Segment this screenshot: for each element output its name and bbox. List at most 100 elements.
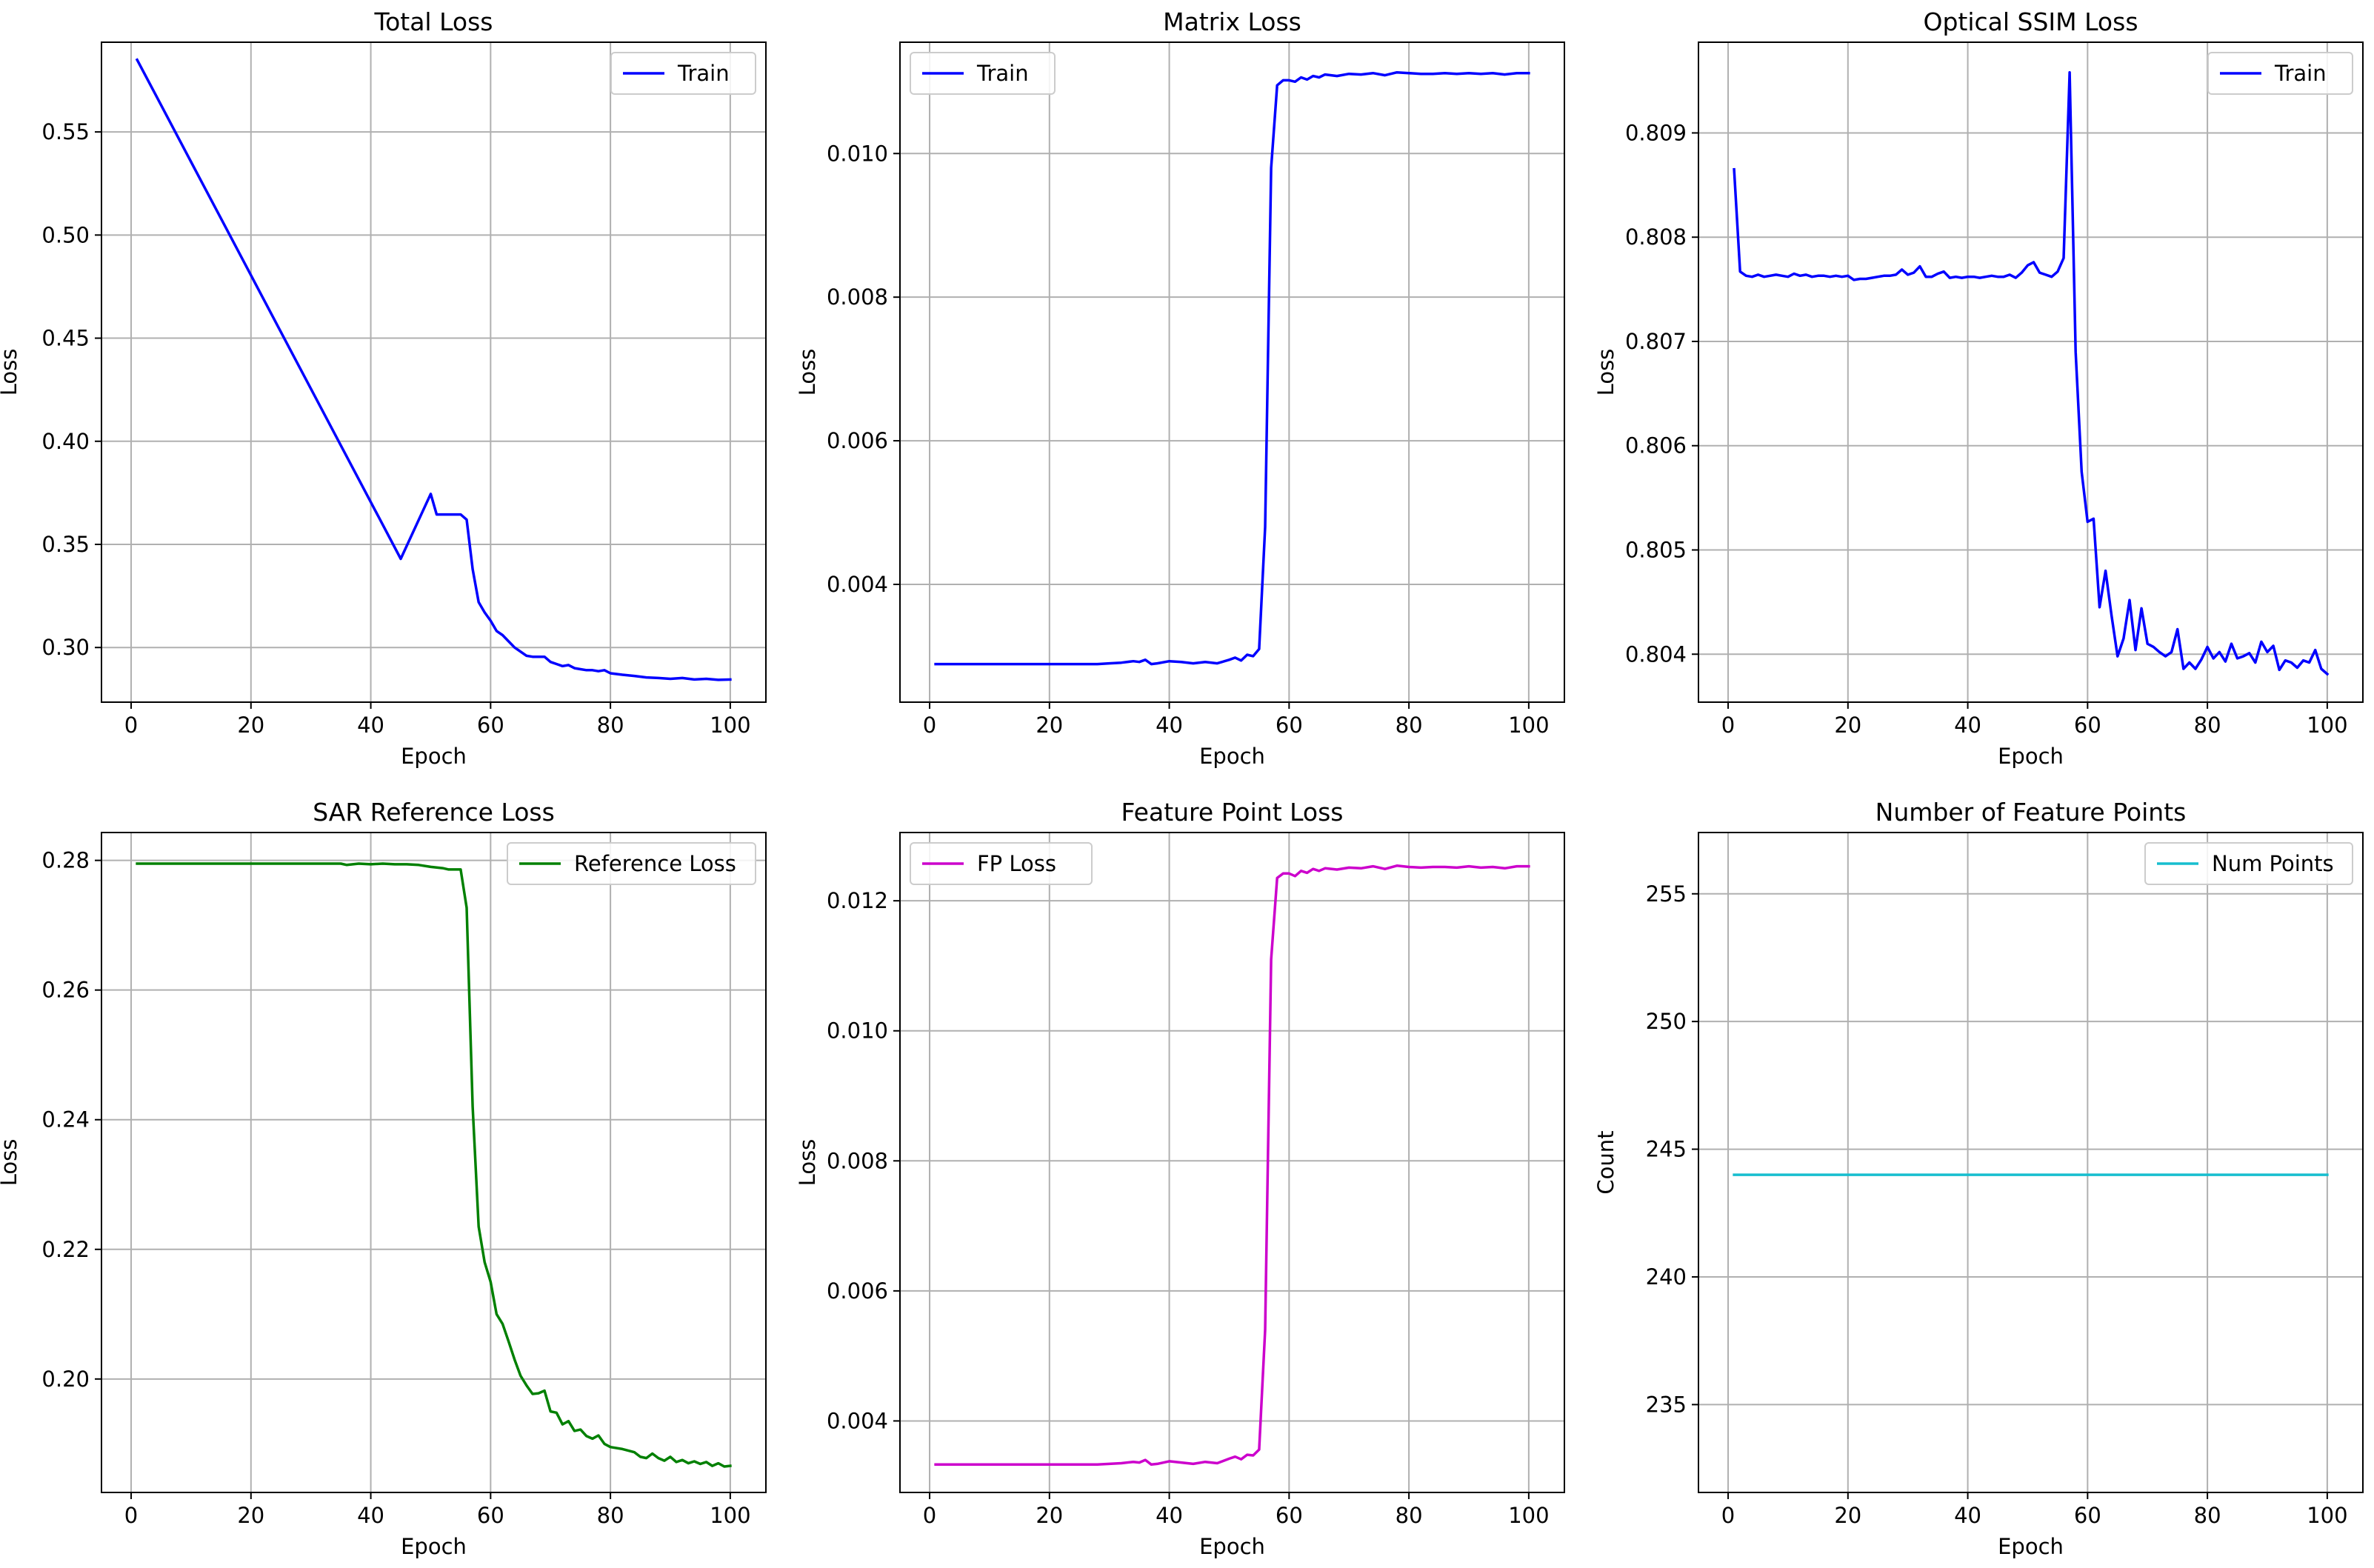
chart-5-xtick-label-1: 20 bbox=[1834, 1503, 1861, 1528]
chart-5-legend-label-0: Num Points bbox=[2212, 851, 2334, 876]
chart-4-xtick-label-4: 80 bbox=[1396, 1503, 1423, 1528]
chart-2-legend-label-0: Train bbox=[2274, 61, 2327, 86]
chart-3-legend: Reference Loss bbox=[507, 842, 756, 885]
chart-4-legend-label-0: FP Loss bbox=[977, 851, 1056, 876]
chart-0-ytick-label-1: 0.35 bbox=[41, 532, 90, 557]
chart-0-xtick-label-4: 80 bbox=[597, 713, 624, 738]
chart-0-xlabel: Epoch bbox=[401, 744, 467, 769]
chart-3-legend-label-0: Reference Loss bbox=[574, 851, 736, 876]
chart-3-xtick-label-2: 40 bbox=[357, 1503, 384, 1528]
chart-5-xtick-label-4: 80 bbox=[2194, 1503, 2221, 1528]
chart-1-legend-label-0: Train bbox=[976, 61, 1029, 86]
chart-3-ytick-label-2: 0.24 bbox=[41, 1107, 90, 1132]
chart-5-legend: Num Points bbox=[2144, 842, 2353, 885]
chart-5-ytick-label-1: 240 bbox=[1646, 1264, 1687, 1290]
chart-3-xtick-label-1: 20 bbox=[237, 1503, 264, 1528]
chart-0-ytick-label-4: 0.50 bbox=[41, 222, 90, 247]
chart-4-ytick-label-1: 0.006 bbox=[827, 1278, 888, 1304]
chart-2-xtick-label-5: 100 bbox=[2307, 713, 2347, 738]
chart-0-plot-frame bbox=[101, 41, 767, 703]
chart-1-ytick-label-3: 0.010 bbox=[827, 141, 888, 166]
chart-2-xlabel: Epoch bbox=[1998, 744, 2064, 769]
chart-3-plot-frame bbox=[101, 832, 767, 1493]
chart-1-xtick-label-3: 60 bbox=[1276, 713, 1303, 738]
chart-2-ylabel: Loss bbox=[1593, 349, 1618, 396]
chart-0-title: Total Loss bbox=[374, 7, 493, 36]
chart-5-xtick-label-2: 40 bbox=[1954, 1503, 1981, 1528]
panel-total-loss: 0 20 40 60 80 100 0.30 0.35 0.40 0.45 0.50 0.55 Tota… bbox=[0, 7, 767, 769]
chart-2-legend: Train bbox=[2207, 52, 2353, 95]
chart-1-series-0-line bbox=[934, 70, 1530, 666]
chart-1-legend-box bbox=[910, 52, 1056, 95]
chart-5-ytick-label-2: 245 bbox=[1646, 1137, 1687, 1162]
chart-4-legend: FP Loss bbox=[910, 842, 1093, 885]
chart-2-ytick-label-3: 0.807 bbox=[1625, 329, 1687, 354]
chart-4-xtick-label-1: 20 bbox=[1036, 1503, 1063, 1528]
chart-3-series-0-line bbox=[136, 862, 732, 1468]
chart-0-xtick-label-3: 60 bbox=[477, 713, 504, 738]
chart-3-xtick-label-4: 80 bbox=[597, 1503, 624, 1528]
panel-number-of-feature-points: 0 20 40 60 80 100 235 240 245 250 255 Number of Fea… bbox=[1593, 798, 2364, 1559]
chart-0-legend-label-0: Train bbox=[677, 61, 730, 86]
chart-2-plot-frame bbox=[1698, 41, 2364, 703]
chart-4-legend-box bbox=[910, 842, 1093, 885]
chart-2-series-0-line bbox=[1733, 71, 2330, 676]
panel-matrix-loss: 0 20 40 60 80 100 0.004 0.006 0.008 0.010 Matrix L… bbox=[795, 7, 1565, 769]
chart-1-xtick-label-5: 100 bbox=[1508, 713, 1549, 738]
chart-4-ytick-label-4: 0.012 bbox=[827, 888, 888, 913]
chart-4-xtick-label-2: 40 bbox=[1156, 1503, 1183, 1528]
chart-0-xtick-label-2: 40 bbox=[357, 713, 384, 738]
chart-0-ytick-label-3: 0.45 bbox=[41, 326, 90, 351]
chart-4-xtick-label-5: 100 bbox=[1508, 1503, 1549, 1528]
chart-2-ytick-label-1: 0.805 bbox=[1625, 537, 1687, 562]
chart-3-xtick-label-5: 100 bbox=[710, 1503, 750, 1528]
chart-2-xtick-label-4: 80 bbox=[2194, 713, 2221, 738]
panel-feature-point-loss: 0 20 40 60 80 100 0.004 0.006 0.008 0.010 0.012 Fea… bbox=[795, 798, 1565, 1559]
chart-2-xtick-label-1: 20 bbox=[1834, 713, 1861, 738]
chart-5-xtick-label-3: 60 bbox=[2074, 1503, 2101, 1528]
chart-3-legend-box bbox=[507, 842, 756, 885]
chart-1-xtick-label-2: 40 bbox=[1156, 713, 1183, 738]
chart-1-ytick-label-2: 0.008 bbox=[827, 284, 888, 310]
chart-5-ytick-label-0: 235 bbox=[1646, 1392, 1687, 1417]
chart-1-xtick-label-4: 80 bbox=[1396, 713, 1423, 738]
chart-2-ytick-label-0: 0.804 bbox=[1625, 641, 1687, 667]
chart-4-xlabel: Epoch bbox=[1199, 1534, 1265, 1559]
chart-2-legend-box bbox=[2207, 52, 2353, 95]
chart-1-xtick-label-0: 0 bbox=[923, 713, 936, 738]
chart-3-title: SAR Reference Loss bbox=[313, 798, 555, 827]
chart-1-xtick-label-1: 20 bbox=[1036, 713, 1063, 738]
chart-2-ytick-label-5: 0.809 bbox=[1625, 120, 1687, 145]
chart-2-ytick-label-2: 0.806 bbox=[1625, 433, 1687, 458]
chart-1-legend: Train bbox=[910, 52, 1056, 95]
chart-3-ytick-label-3: 0.26 bbox=[41, 978, 90, 1003]
chart-5-ylabel: Count bbox=[1593, 1130, 1618, 1194]
chart-2-xtick-label-0: 0 bbox=[1721, 713, 1735, 738]
panel-sar-reference-loss: 0 20 40 60 80 100 0.20 0.22 0.24 0.26 0.28 SAR Refe… bbox=[0, 798, 767, 1559]
chart-3-ytick-label-4: 0.28 bbox=[41, 848, 90, 873]
panel-optical-ssim-loss: 0 20 40 60 80 100 0.804 0.805 0.806 0.807 0.808 0.8… bbox=[1593, 7, 2364, 769]
chart-3-ytick-label-1: 0.22 bbox=[41, 1237, 90, 1262]
chart-3-ylabel: Loss bbox=[0, 1139, 21, 1187]
chart-0-series-0-line bbox=[135, 58, 732, 681]
chart-1-plot-frame bbox=[899, 41, 1565, 703]
chart-4-xtick-label-0: 0 bbox=[923, 1503, 936, 1528]
chart-5-plot-frame bbox=[1698, 832, 2364, 1493]
chart-4-ytick-label-3: 0.010 bbox=[827, 1018, 888, 1044]
chart-5-title: Number of Feature Points bbox=[1875, 798, 2187, 827]
chart-3-xlabel: Epoch bbox=[401, 1534, 467, 1559]
chart-0-xtick-label-5: 100 bbox=[710, 713, 750, 738]
chart-0-ytick-label-5: 0.55 bbox=[41, 119, 90, 144]
chart-4-xtick-label-3: 60 bbox=[1276, 1503, 1303, 1528]
chart-1-ytick-label-1: 0.006 bbox=[827, 428, 888, 453]
chart-0-legend-box bbox=[610, 52, 756, 95]
chart-0-ytick-label-2: 0.40 bbox=[41, 429, 90, 454]
chart-5-xtick-label-0: 0 bbox=[1721, 1503, 1735, 1528]
chart-1-xlabel: Epoch bbox=[1199, 744, 1265, 769]
chart-4-series-0-line bbox=[934, 864, 1530, 1467]
chart-5-ytick-label-3: 250 bbox=[1646, 1009, 1687, 1034]
chart-0-legend: Train bbox=[610, 52, 756, 95]
chart-5-legend-box bbox=[2144, 842, 2353, 885]
chart-4-ylabel: Loss bbox=[795, 1139, 820, 1187]
